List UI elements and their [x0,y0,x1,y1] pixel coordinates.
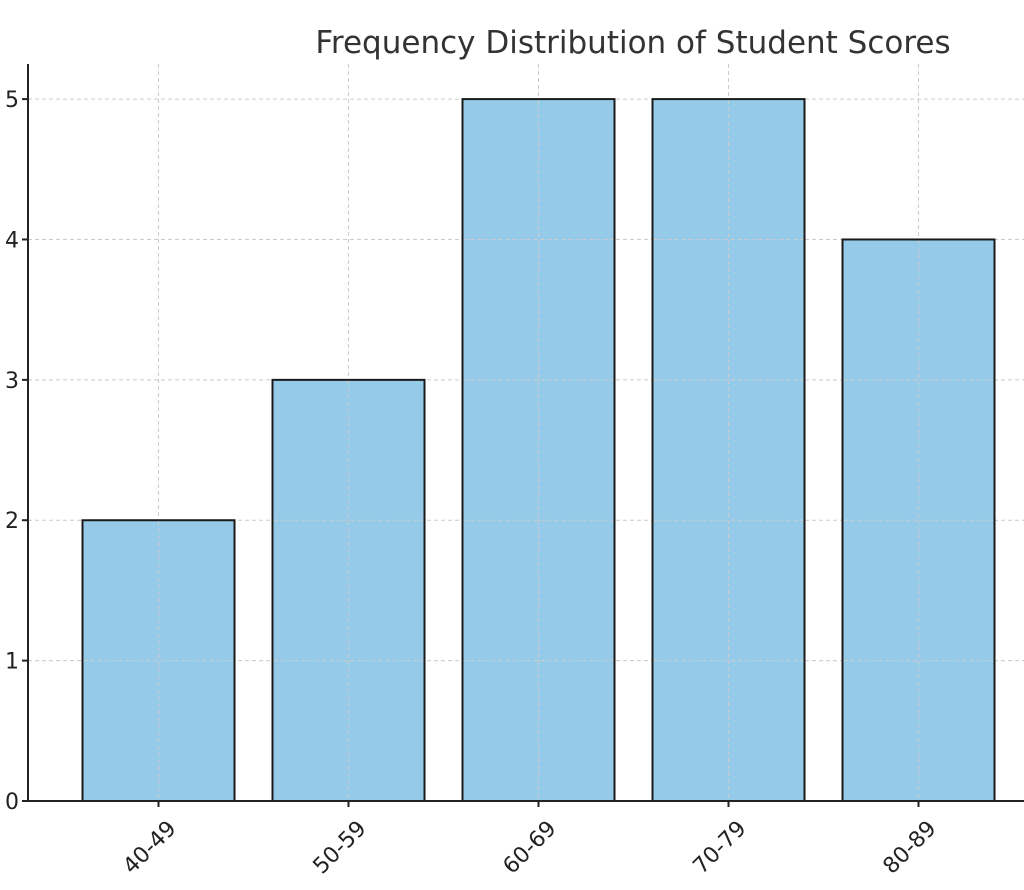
x-tick-label: 50-59 [309,816,372,879]
y-tick-label: 2 [5,509,19,534]
y-tick-label: 4 [5,228,19,253]
y-tick-labels: 0 1 2 3 4 5 [5,88,19,815]
y-tick-label: 3 [5,369,19,394]
y-tick-label: 5 [5,88,19,113]
x-tick-label: 70-79 [689,816,752,879]
x-tick-labels: 40-49 50-59 60-69 70-79 80-89 [119,816,942,879]
y-tick-label: 0 [5,790,19,815]
bar-50-59 [271,378,426,802]
y-tick-label: 1 [5,650,19,675]
x-tick-label: 80-89 [879,816,942,879]
axis-layer [22,64,1024,807]
x-tick-label: 60-69 [499,816,562,879]
x-tick-label: 40-49 [119,816,182,879]
chart-title: Frequency Distribution of Student Scores [315,25,950,61]
bar-layer [81,98,996,803]
